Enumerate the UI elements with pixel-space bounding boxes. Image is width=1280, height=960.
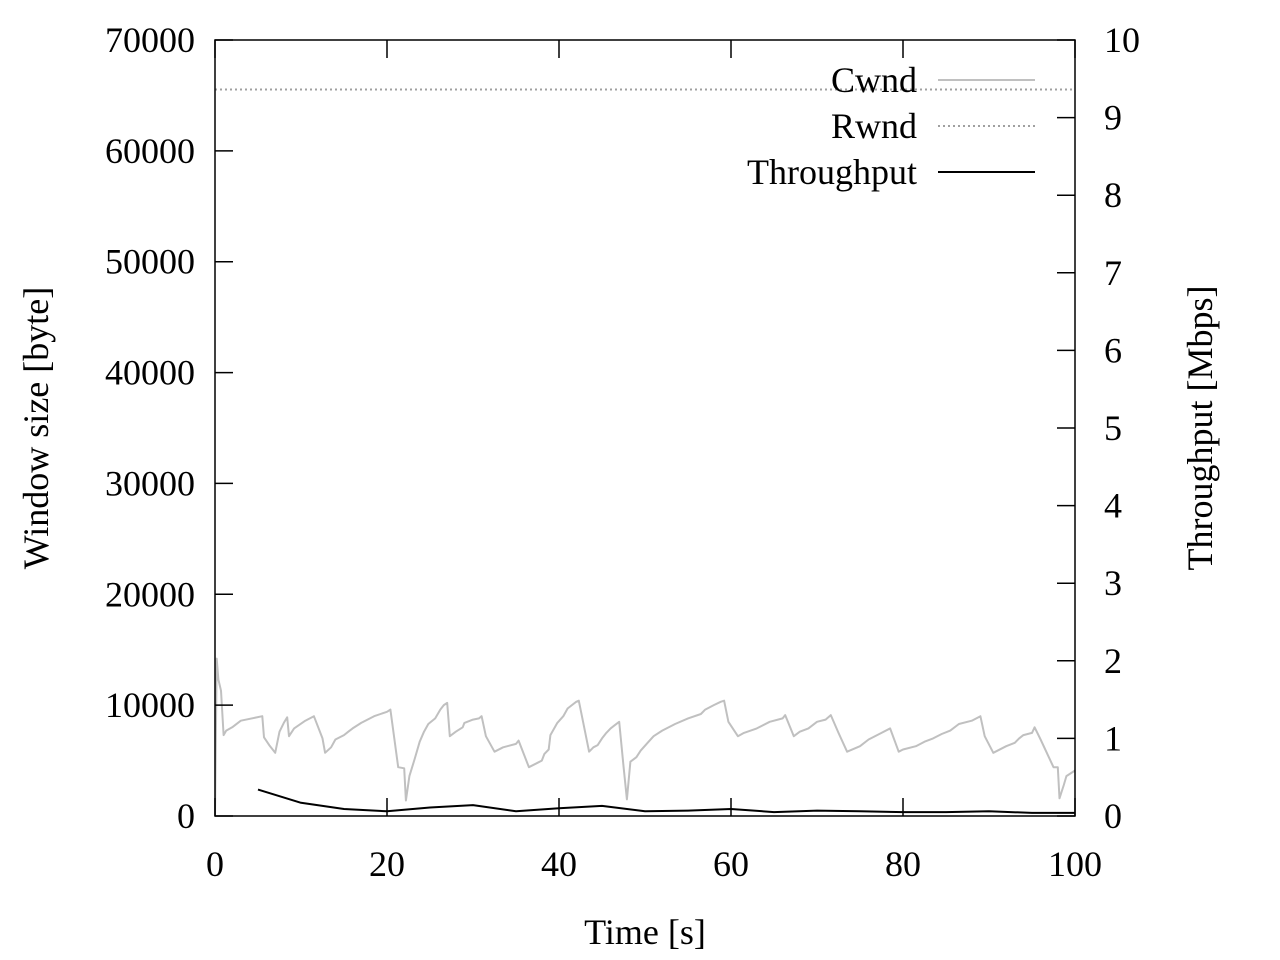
y-tick-label: 70000	[105, 20, 195, 60]
legend-label-throughput: Throughput	[747, 152, 917, 192]
x-tick-label: 60	[713, 844, 749, 884]
y2-tick-label: 7	[1104, 253, 1122, 293]
y2-tick-label: 10	[1104, 20, 1140, 60]
x-tick-label: 40	[541, 844, 577, 884]
y-tick-label: 50000	[105, 242, 195, 282]
y-tick-label: 10000	[105, 685, 195, 725]
y-tick-label: 0	[177, 796, 195, 836]
y-tick-label: 30000	[105, 463, 195, 503]
y-tick-label: 20000	[105, 574, 195, 614]
x-tick-label: 0	[206, 844, 224, 884]
x-tick-label: 20	[369, 844, 405, 884]
y2-tick-label: 2	[1104, 641, 1122, 681]
y2-tick-label: 9	[1104, 98, 1122, 138]
x-axis-title: Time [s]	[584, 912, 706, 952]
y2-tick-label: 8	[1104, 175, 1122, 215]
legend: Cwnd Rwnd Throughput	[747, 60, 1035, 192]
y2-axis-title: Throughput [Mbps]	[1180, 286, 1220, 571]
legend-label-cwnd: Cwnd	[831, 60, 917, 100]
ticks-layer: 0 20 40 60 80 1000100002000030000400005000060…	[105, 20, 1140, 884]
series-line-throughput	[257, 788, 1075, 814]
y2-tick-label: 3	[1104, 563, 1122, 603]
y2-tick-label: 0	[1104, 796, 1122, 836]
legend-label-rwnd: Rwnd	[831, 106, 917, 146]
y2-tick-label: 5	[1104, 408, 1122, 448]
series-layer	[215, 88, 1075, 816]
y2-tick-label: 6	[1104, 330, 1122, 370]
y-axis-title: Window size [byte]	[16, 287, 56, 569]
x-tick-label: 100	[1048, 844, 1102, 884]
y2-tick-label: 1	[1104, 718, 1122, 758]
y-tick-label: 60000	[105, 131, 195, 171]
y-tick-label: 40000	[105, 353, 195, 393]
y2-tick-label: 4	[1104, 486, 1122, 526]
plot-frame	[214, 39, 1076, 817]
x-tick-label: 80	[885, 844, 921, 884]
series-line-cwnd	[215, 657, 1075, 816]
